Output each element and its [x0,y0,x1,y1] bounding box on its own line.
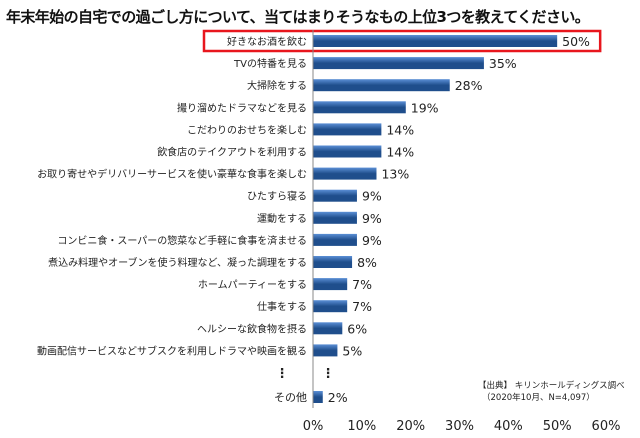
value-label: 14% [386,122,414,137]
bar [313,211,357,224]
bar [313,123,382,136]
bar [313,167,377,180]
highlight-box [202,29,602,53]
x-tick-label: 50% [543,419,572,434]
category-label: コンビニ食・スーパーの惣菜など手軽に食事を済ませる [57,234,307,247]
value-label: 8% [357,255,377,270]
value-label: 6% [347,321,367,336]
value-label-other: 2% [328,390,348,405]
bar [313,101,406,114]
category-label-other: その他 [274,391,307,404]
bar [313,300,348,313]
category-label: 運動をする [257,212,307,225]
category-label: ホームパーティーをする [198,279,307,291]
bar [313,278,348,291]
value-label: 7% [352,277,372,292]
bar [313,344,338,357]
ellipsis: ⋮ [276,367,289,382]
category-label: 煮込み料理やオーブンを使う料理など、凝った調理をする [48,256,307,269]
bar [313,35,558,47]
value-label: 9% [362,189,382,204]
bar [313,79,450,92]
category-label: 好きなお酒を飲む [227,35,307,48]
value-label: 28% [455,78,483,93]
category-label: TVの特番を見る [233,58,307,70]
bar [313,233,357,246]
x-tick-label: 40% [494,419,523,434]
source-line-2: （2020年10月、N=4,097） [482,393,595,403]
value-label: 9% [362,233,382,248]
x-tick-label: 20% [396,419,425,434]
category-label: 大掃除をする [247,79,307,92]
source-note: 【出典】 キリンホールディングス調べ （2020年10月、N=4,097） [478,380,625,404]
chart-title: 年末年始の自宅での過ごし方について、当てはまりそうなもの上位3つを教えてください… [6,8,590,26]
category-label: ひたすら寝る [247,190,307,203]
category-label: 仕事をする [257,300,307,313]
value-label: 14% [386,145,414,160]
bar-other [313,391,323,403]
category-label: お取り寄せやデリバリーサービスを使い豪華な食事を楽しむ [37,168,307,181]
source-line-1: 【出典】 キリンホールディングス調べ [478,381,625,391]
value-label: 13% [381,167,409,182]
category-label: 撮り溜めたドラマなどを見る [177,101,307,114]
bar [313,145,382,158]
bar [313,322,343,335]
value-label: 7% [352,299,372,314]
x-tick-label: 10% [347,419,376,434]
category-label: こだわりのおせちを楽しむ [187,123,307,136]
bar [313,57,484,70]
value-label: 19% [411,100,439,115]
x-tick-label: 60% [592,419,621,434]
value-label: 9% [362,211,382,226]
category-label: 動画配信サービスなどサブスクを利用しドラマや映画を観る [37,344,307,357]
category-label: ヘルシーな飲食物を摂る [197,322,307,335]
bar [313,189,357,202]
value-label: 35% [489,56,517,71]
value-label: 50% [562,34,590,49]
category-label: 飲食店のテイクアウトを利用する [157,146,307,159]
value-label: 5% [342,343,362,358]
x-tick-label: 0% [303,419,324,434]
x-tick-label: 30% [445,419,474,434]
ellipsis: ⋮ [322,367,335,382]
bar [313,256,353,268]
